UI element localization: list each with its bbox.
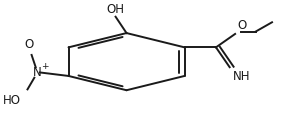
Text: O: O xyxy=(24,38,33,51)
Text: HO: HO xyxy=(3,94,21,107)
Text: +: + xyxy=(41,62,48,71)
Text: N: N xyxy=(33,66,41,79)
Text: NH: NH xyxy=(232,69,250,83)
Text: OH: OH xyxy=(106,3,124,16)
Text: O: O xyxy=(238,19,247,32)
